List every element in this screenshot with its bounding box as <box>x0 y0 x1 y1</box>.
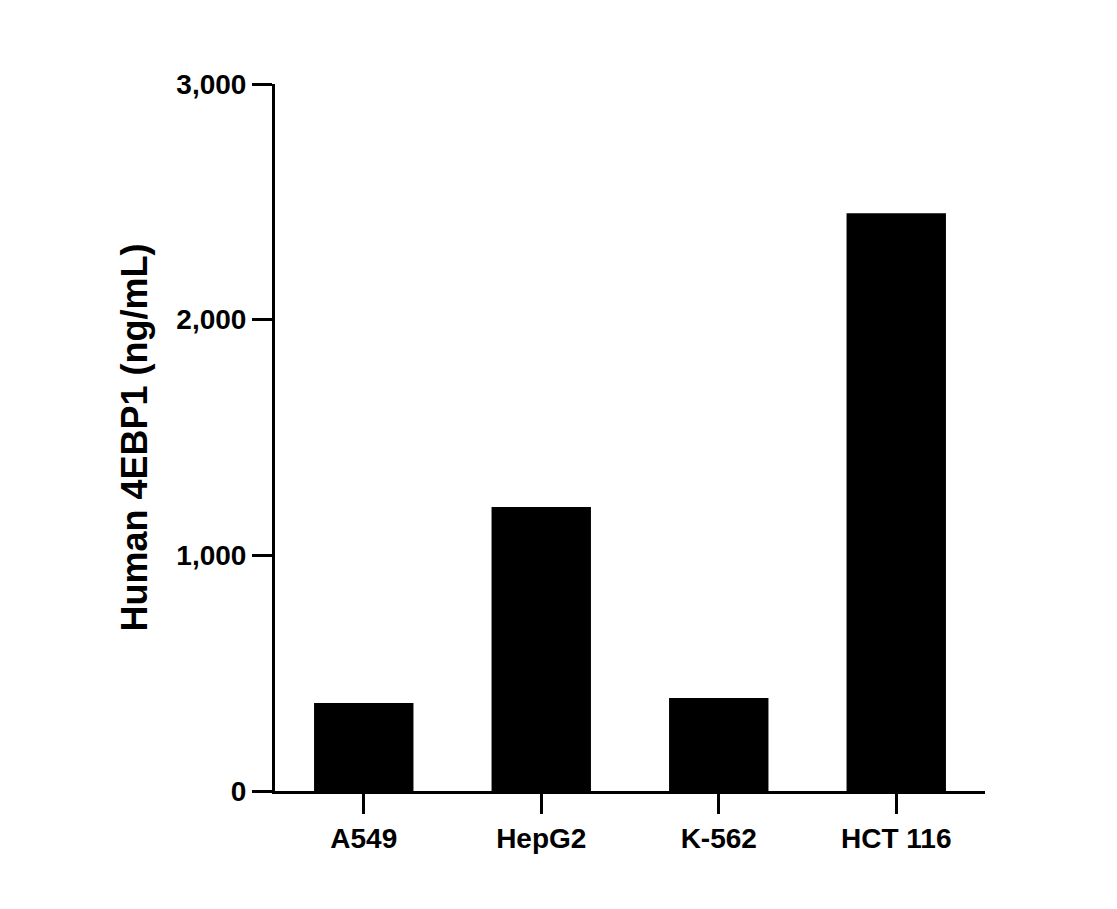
svg-text:1,000: 1,000 <box>176 540 246 571</box>
svg-text:Human 4EBP1 (ng/mL): Human 4EBP1 (ng/mL) <box>114 243 155 631</box>
svg-text:3,000: 3,000 <box>176 69 246 100</box>
svg-text:0: 0 <box>231 776 247 807</box>
svg-text:K-562: K-562 <box>681 823 757 854</box>
svg-text:A549: A549 <box>330 823 397 854</box>
svg-text:HCT 116: HCT 116 <box>841 823 952 854</box>
svg-text:2,000: 2,000 <box>176 304 246 335</box>
svg-text:HepG2: HepG2 <box>496 823 586 854</box>
